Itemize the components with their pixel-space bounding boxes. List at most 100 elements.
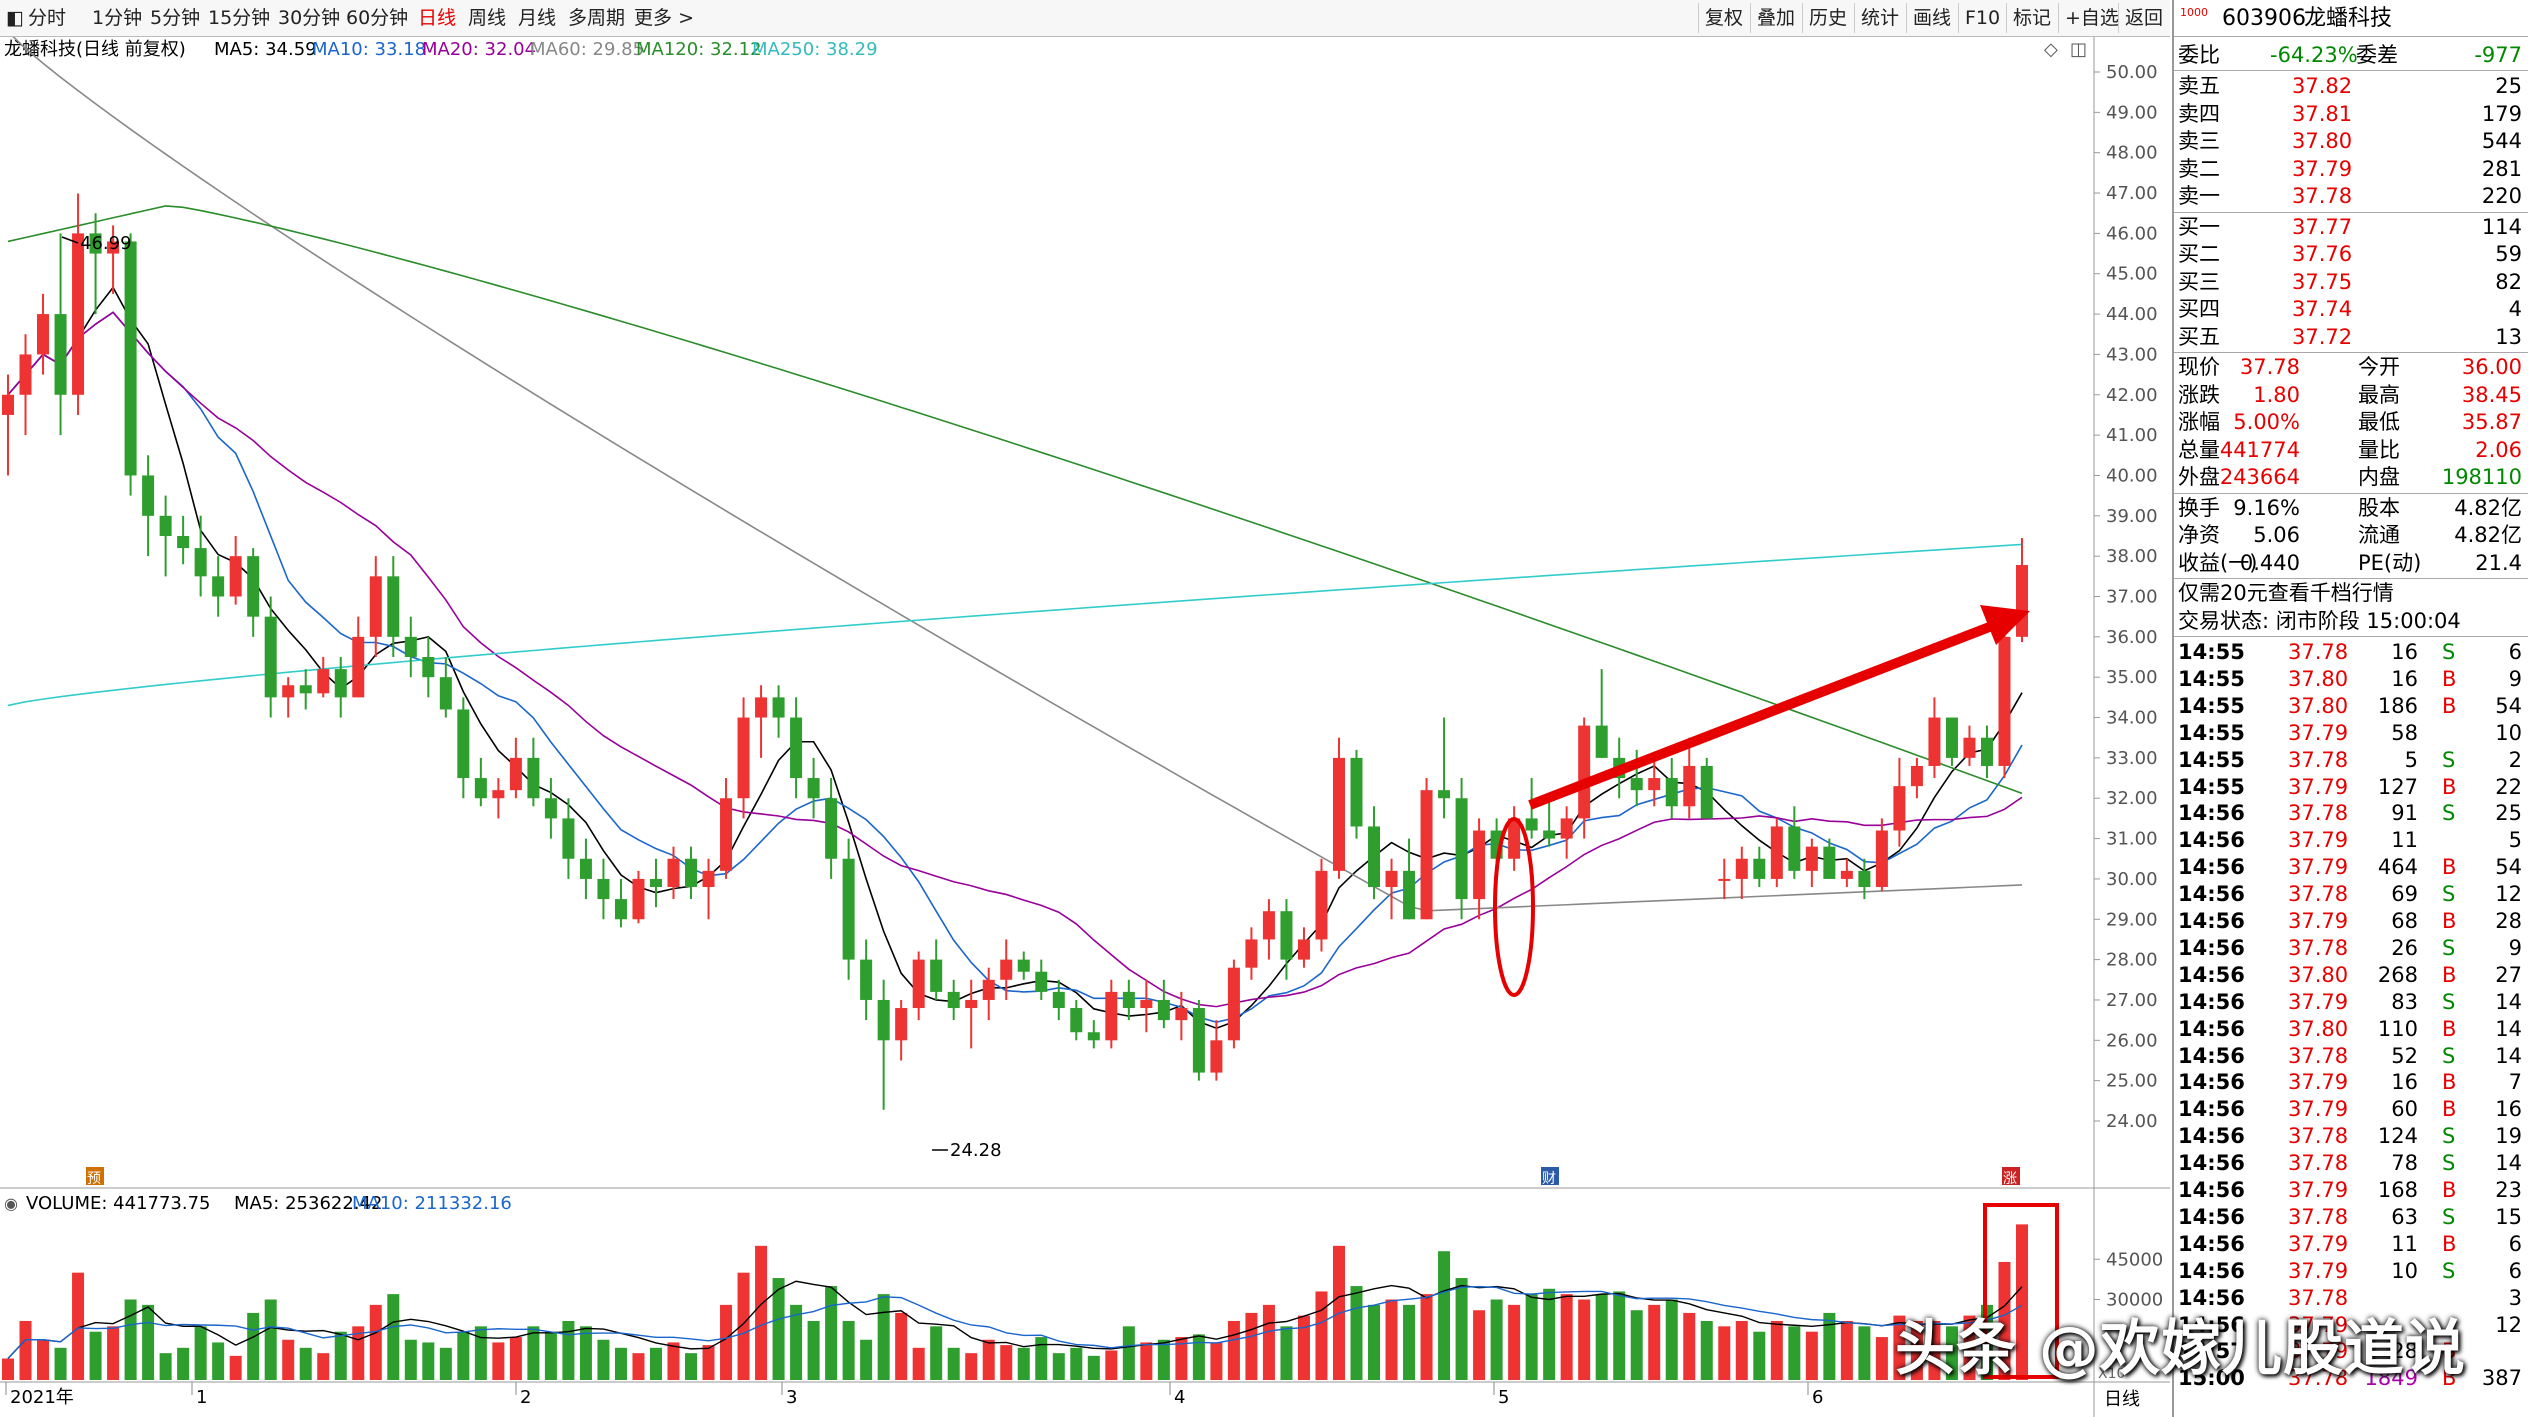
- tick-volume: 124: [2377, 1124, 2418, 1149]
- candle-body: [2, 394, 14, 415]
- volume-bar: [1963, 1315, 1976, 1380]
- candle-body: [1332, 757, 1345, 871]
- tick-side: B: [2442, 1366, 2457, 1391]
- stat-label: 净资: [2178, 523, 2220, 547]
- tick-row: 14:56 37.78 69 S 12: [2174, 881, 2526, 908]
- tick-count: 6: [2508, 1231, 2522, 1256]
- candle-body: [579, 858, 592, 879]
- promo-link: 仅需20元查看千档行情: [2178, 581, 2394, 605]
- tick-count: 387: [2481, 1366, 2522, 1391]
- candle-body: [72, 233, 85, 395]
- fuquan-button[interactable]: 复权: [1698, 3, 1749, 33]
- candle-body: [982, 979, 995, 1000]
- tick-side: S: [2442, 747, 2456, 772]
- volume-legend-ma5: MA5: 253622.42: [234, 1193, 382, 1214]
- tick-row: 14:56 37.78 124 S 19: [2174, 1123, 2526, 1150]
- period-tab-weekly[interactable]: 周线: [468, 7, 507, 29]
- level-label: 买一: [2178, 214, 2220, 239]
- event-marker-limit[interactable]: [2002, 1167, 2020, 1185]
- line-ma20: [7, 311, 2023, 1008]
- period-tab-5min[interactable]: 5分钟: [150, 7, 201, 29]
- kline-chart[interactable]: 龙蟠科技(日线 前复权) MA5: 34.59 MA10: 33.18 MA20…: [0, 37, 2170, 1417]
- volume-bar: [509, 1337, 522, 1380]
- period-tab-more[interactable]: 更多 >: [634, 5, 694, 31]
- candle-body: [1735, 858, 1748, 879]
- candle-body: [1945, 717, 1958, 758]
- overlay-button[interactable]: 叠加: [1750, 3, 1801, 33]
- volume-bar: [1823, 1312, 1836, 1380]
- tick-side: S: [2442, 1258, 2456, 1283]
- tick-price: 37.78: [2288, 801, 2349, 826]
- tick-volume: 16: [2391, 666, 2418, 691]
- expand-icon[interactable]: ◫: [2070, 39, 2087, 60]
- level-volume: 544: [2481, 129, 2522, 153]
- tick-row: 14:56 37.79 11 5: [2174, 827, 2526, 854]
- volume-bar: [790, 1304, 803, 1380]
- line-ma250: [7, 543, 2023, 707]
- candle-body: [352, 636, 365, 698]
- month-label: 2: [520, 1387, 531, 1408]
- period-tab-monthly[interactable]: 月线: [518, 7, 557, 29]
- candle-body: [1157, 999, 1170, 1021]
- candle-body: [1368, 826, 1381, 887]
- stat-label: 收益(一): [2178, 550, 2258, 575]
- panel-toggle-icon[interactable]: ◧: [6, 7, 24, 29]
- level-volume: 82: [2495, 269, 2522, 294]
- promo-row: 仅需20元查看千档行情: [2174, 580, 2526, 607]
- history-button[interactable]: 历史: [1802, 3, 1853, 33]
- mark-button[interactable]: 标记: [2006, 3, 2057, 33]
- price-tick-label: 46.00: [2106, 223, 2158, 244]
- event-marker-financial[interactable]: [1541, 1167, 1559, 1185]
- stat-value: 243664: [2219, 465, 2300, 489]
- month-label: 5: [1498, 1387, 1509, 1408]
- back-button[interactable]: 返回: [2118, 3, 2169, 33]
- volume-bar: [282, 1339, 295, 1380]
- volume-bar: [1788, 1326, 1801, 1380]
- period-tab-fenshi[interactable]: 分时: [28, 7, 67, 29]
- period-tab-15min[interactable]: 15分钟: [208, 7, 271, 29]
- tick-count: 14: [2495, 1043, 2522, 1068]
- volume-bar: [685, 1353, 698, 1380]
- period-tab-60min[interactable]: 60分钟: [346, 7, 409, 29]
- event-marker-forecast[interactable]: [86, 1167, 104, 1185]
- stat-value: 0.440: [2239, 550, 2300, 575]
- volume-bar: [2016, 1224, 2028, 1380]
- volume-bar: [667, 1342, 680, 1380]
- diamond-icon[interactable]: ◇: [2044, 39, 2058, 60]
- x-axis-period-label: 日线: [2104, 1389, 2140, 1410]
- tick-time: 14:55: [2178, 774, 2245, 799]
- stat-value: 4.82亿: [2454, 495, 2522, 520]
- volume-bar: [1543, 1288, 1556, 1380]
- period-tab-daily[interactable]: 日线: [418, 7, 457, 29]
- volume-bar: [1385, 1299, 1398, 1380]
- volume-bar: [1368, 1304, 1381, 1380]
- add-watchlist-button[interactable]: +自选: [2058, 3, 2125, 33]
- volume-tick-label: 30000: [2106, 1290, 2163, 1311]
- chart-legend-stock: 龙蟠科技(日线 前复权): [4, 39, 186, 60]
- volume-bar: [895, 1312, 908, 1380]
- level-label: 买五: [2178, 324, 2220, 349]
- period-tab-multi[interactable]: 多周期: [568, 7, 626, 29]
- price-tick-label: 25.00: [2106, 1071, 2158, 1092]
- collapse-icon[interactable]: ◉: [4, 1194, 18, 1213]
- legend-ma120: MA120: 32.12: [636, 39, 762, 60]
- tick-volume: 26: [2391, 935, 2418, 960]
- sell-level: 卖二 37.79 281: [2174, 156, 2526, 183]
- tick-price: 37.78: [2288, 640, 2349, 664]
- candle-body: [1070, 1008, 1083, 1033]
- stats-button[interactable]: 统计: [1854, 3, 1905, 33]
- candle-body: [1788, 826, 1801, 871]
- period-tab-30min[interactable]: 30分钟: [278, 7, 341, 29]
- candle-body: [509, 757, 522, 791]
- candle-body: [1963, 737, 1976, 758]
- stat-row: 涨幅 5.00% 最低 35.87: [2174, 409, 2526, 436]
- tick-time: 14:55: [2178, 666, 2245, 691]
- draw-line-button[interactable]: 画线: [1906, 3, 1957, 33]
- price-tick-label: 31.00: [2106, 829, 2158, 850]
- period-tab-1min[interactable]: 1分钟: [92, 7, 143, 29]
- candle-body: [54, 314, 67, 395]
- candle-body: [1262, 911, 1275, 940]
- f10-button[interactable]: F10: [1958, 3, 2006, 33]
- volume-bar: [387, 1294, 400, 1380]
- volume-bar: [1350, 1286, 1363, 1380]
